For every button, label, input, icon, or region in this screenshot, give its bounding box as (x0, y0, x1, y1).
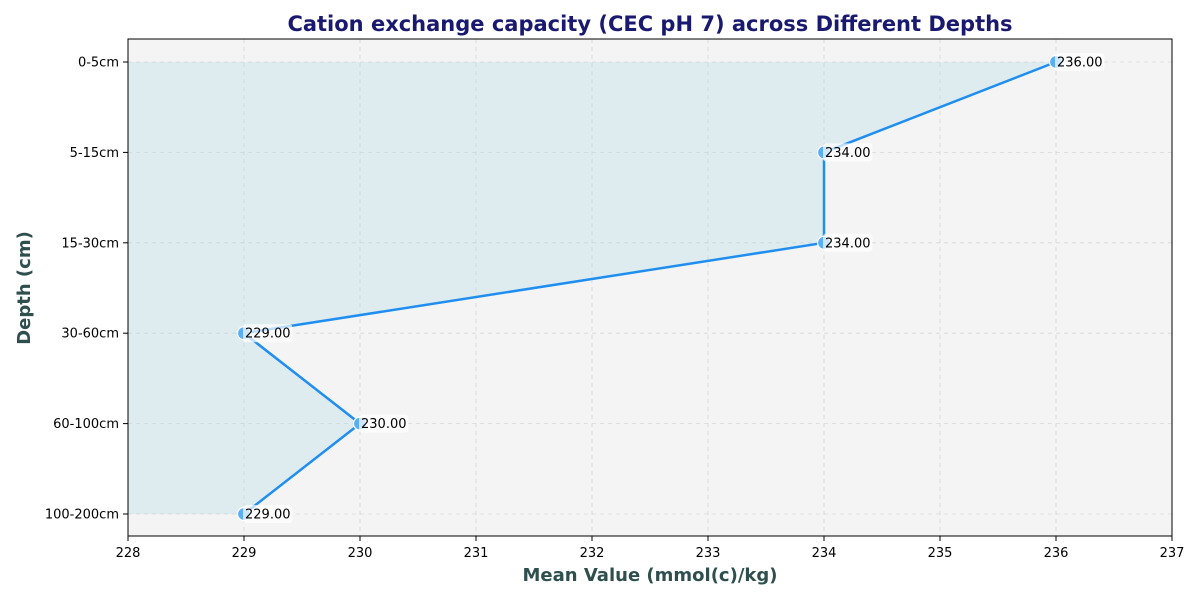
x-tick-label: 236 (1044, 546, 1069, 561)
x-tick-label: 234 (812, 546, 837, 561)
y-tick-label: 30-60cm (61, 327, 119, 342)
series-line (240, 60, 1057, 515)
y-tick-label: 15-30cm (61, 236, 119, 251)
x-tick-label: 232 (580, 546, 605, 561)
data-label: 236.00 (1057, 56, 1103, 71)
y-tick-label: 100-200cm (45, 508, 119, 523)
x-tick-label: 237 (1160, 546, 1185, 561)
data-label-bg (823, 233, 873, 252)
plot-area (128, 39, 1172, 536)
data-label: 234.00 (825, 236, 871, 251)
y-tick-label: 60-100cm (53, 417, 119, 432)
x-tick-label: 229 (232, 546, 257, 561)
data-label-bg (243, 324, 293, 343)
data-label-bg (1055, 53, 1105, 71)
x-tick-label: 231 (464, 546, 489, 561)
data-labels: 236.00 234.00 234.00 229.00 230.00 229.00 (243, 53, 1105, 523)
x-tick-label: 230 (348, 546, 373, 561)
data-label-bg (823, 143, 873, 162)
data-label-bg (243, 505, 293, 523)
y-axis-ticks: 0-5cm 5-15cm 15-30cm 30-60cm 60-100cm 100-200… (45, 56, 128, 523)
y-tick-label: 5-15cm (70, 146, 119, 161)
chart-title: Cation exchange capacity (CEC pH 7) acro… (287, 12, 1012, 36)
data-label: 229.00 (245, 327, 291, 342)
x-tick-label: 233 (696, 546, 721, 561)
data-label: 230.00 (361, 417, 407, 432)
data-label-bg (359, 414, 409, 433)
data-label: 229.00 (245, 508, 291, 523)
plot-frame (127, 38, 1173, 537)
x-tick-label: 235 (928, 546, 953, 561)
y-axis-label: Depth (cm) (14, 231, 35, 345)
grid-lines (127, 39, 1173, 536)
x-axis-label: Mean Value (mmol(c)/kg) (523, 565, 778, 586)
data-label: 234.00 (825, 146, 871, 161)
x-tick-label: 228 (116, 546, 141, 561)
x-axis-ticks: 228 229 230 231 232 233 234 235 236 237 (116, 536, 1185, 561)
y-tick-label: 0-5cm (78, 56, 119, 71)
